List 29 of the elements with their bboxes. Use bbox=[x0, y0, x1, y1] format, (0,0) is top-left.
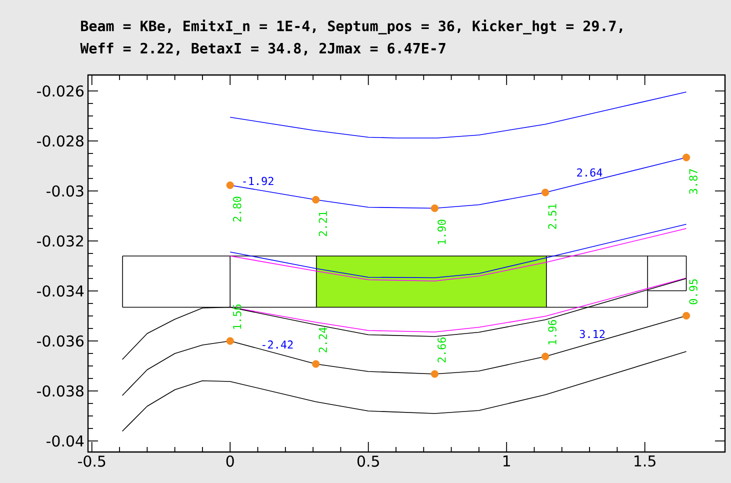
y-tick-label: -0.032 bbox=[37, 235, 83, 247]
annotation: -1.92 bbox=[243, 176, 274, 186]
annotation: 3.12 bbox=[580, 330, 605, 338]
annotation: 0.95 bbox=[689, 279, 698, 304]
y-tick-label: -0.026 bbox=[37, 85, 84, 97]
chart-title: Beam = KBe, EmitxI_n = 1E-4, Septum_pos = 36, Kicker_hgt = 29.7, bbox=[81, 20, 622, 34]
annotation: 2.51 bbox=[548, 204, 556, 229]
y-tick-label: -0.038 bbox=[37, 385, 84, 397]
x-tick-label: 1.5 bbox=[634, 456, 656, 467]
annotation: 2.80 bbox=[232, 196, 242, 222]
annotation: 1.90 bbox=[438, 220, 446, 244]
annotation: -2.42 bbox=[262, 340, 293, 349]
annotation: 2.24 bbox=[318, 327, 327, 352]
chart-subtitle: Weff = 2.22, BetaxI = 34.8, 2Jmax = 6.47E-7 bbox=[80, 42, 446, 56]
y-tick-label: -0.03 bbox=[46, 185, 84, 197]
annotation: 1.56 bbox=[232, 304, 242, 329]
annotation: 2.66 bbox=[438, 338, 446, 362]
annotation: 2.21 bbox=[318, 211, 327, 236]
y-tick-label: -0.04 bbox=[46, 435, 84, 447]
annotation: 1.96 bbox=[548, 320, 556, 344]
y-tick-label: -0.034 bbox=[37, 285, 84, 297]
annotation: 2.64 bbox=[577, 168, 602, 177]
annotation: 3.87 bbox=[689, 169, 698, 194]
x-tick-label: 0.5 bbox=[357, 456, 379, 467]
y-tick-label: -0.036 bbox=[37, 335, 84, 347]
x-tick-label: 0 bbox=[226, 456, 234, 467]
x-tick-label: 1 bbox=[503, 456, 510, 466]
x-tick-label: -0.5 bbox=[78, 456, 106, 467]
y-tick-label: -0.028 bbox=[37, 135, 84, 147]
